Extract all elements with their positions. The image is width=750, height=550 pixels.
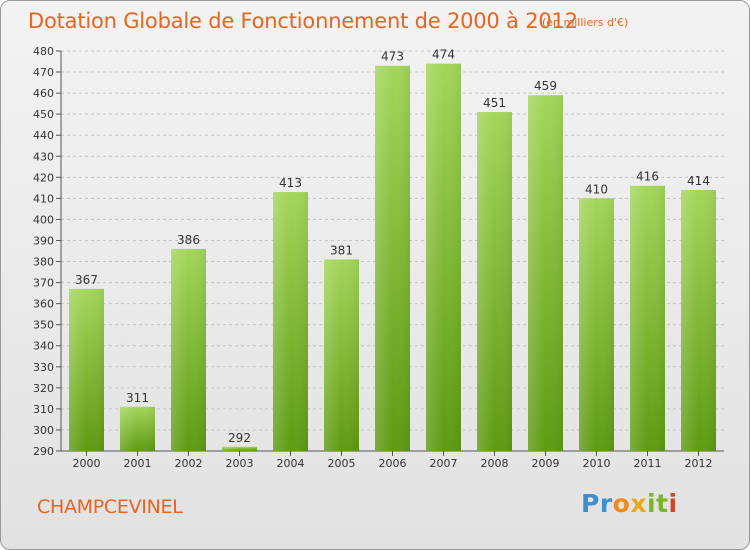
proxiti-logo[interactable]: Proxiti (581, 489, 678, 518)
logo-letter: i (668, 489, 678, 518)
y-tick-label: 440 (33, 129, 54, 142)
y-tick-label: 320 (33, 382, 54, 395)
value-label: 451 (483, 96, 506, 110)
logo-letter: r (599, 489, 613, 518)
x-tick-label: 2000 (73, 457, 101, 470)
logo-letter: P (581, 489, 600, 518)
bar-shine (273, 192, 308, 452)
x-tick-label: 2003 (226, 457, 254, 470)
value-label: 311 (126, 391, 149, 405)
bar-shine (120, 406, 155, 451)
bar-shine (579, 198, 614, 451)
y-tick-label: 480 (33, 45, 54, 58)
y-tick-label: 330 (33, 361, 54, 374)
value-label: 414 (687, 174, 710, 188)
x-tick-label: 2009 (532, 457, 560, 470)
y-tick-label: 380 (33, 256, 54, 269)
chart-subtitle: (en milliers d'€) (542, 16, 629, 29)
y-tick-label: 420 (33, 171, 54, 184)
logo-letter: i (647, 489, 657, 518)
x-tick-label: 2005 (328, 457, 356, 470)
x-tick-label: 2007 (430, 457, 458, 470)
x-tick-label: 2004 (277, 457, 305, 470)
y-tick-label: 340 (33, 340, 54, 353)
bar-shine (171, 248, 206, 451)
y-tick-label: 390 (33, 234, 54, 247)
value-label: 473 (381, 50, 404, 64)
logo-letter: o (612, 489, 631, 518)
y-tick-label: 460 (33, 87, 54, 100)
y-tick-label: 310 (33, 403, 54, 416)
value-label: 459 (534, 79, 557, 93)
y-tick-label: 430 (33, 150, 54, 163)
bar-shine (630, 185, 665, 451)
bar-shine (222, 446, 257, 451)
bar-shine (375, 65, 410, 451)
value-label: 413 (279, 176, 302, 190)
value-label: 474 (432, 48, 455, 62)
logo-letter: x (630, 489, 647, 518)
x-tick-label: 2002 (175, 457, 203, 470)
y-tick-label: 370 (33, 277, 54, 290)
value-label: 416 (636, 170, 659, 184)
bar-shine (528, 95, 563, 452)
y-tick-label: 450 (33, 108, 54, 121)
x-tick-label: 2012 (685, 457, 713, 470)
chart-title: Dotation Globale de Fonctionnement de 20… (28, 9, 578, 33)
y-tick-label: 290 (33, 445, 54, 458)
value-label: 381 (330, 243, 353, 257)
bar-shine (69, 288, 104, 451)
x-tick-label: 2001 (124, 457, 152, 470)
y-tick-label: 400 (33, 213, 54, 226)
value-label: 292 (228, 431, 251, 445)
bar-shine (426, 63, 461, 451)
y-tick-label: 350 (33, 319, 54, 332)
value-label: 410 (585, 182, 608, 196)
bar-shine (477, 112, 512, 451)
logo-letter: t (656, 489, 669, 518)
bar-shine (681, 189, 716, 451)
x-tick-label: 2010 (583, 457, 611, 470)
x-tick-label: 2006 (379, 457, 407, 470)
value-label: 367 (75, 273, 98, 287)
x-tick-label: 2008 (481, 457, 509, 470)
y-tick-label: 410 (33, 192, 54, 205)
bar-shine (324, 259, 359, 451)
x-tick-label: 2011 (634, 457, 662, 470)
commune-name: CHAMPCEVINEL (37, 496, 183, 518)
y-tick-label: 360 (33, 298, 54, 311)
y-tick-label: 300 (33, 424, 54, 437)
y-tick-label: 470 (33, 66, 54, 79)
value-label: 386 (177, 233, 200, 247)
